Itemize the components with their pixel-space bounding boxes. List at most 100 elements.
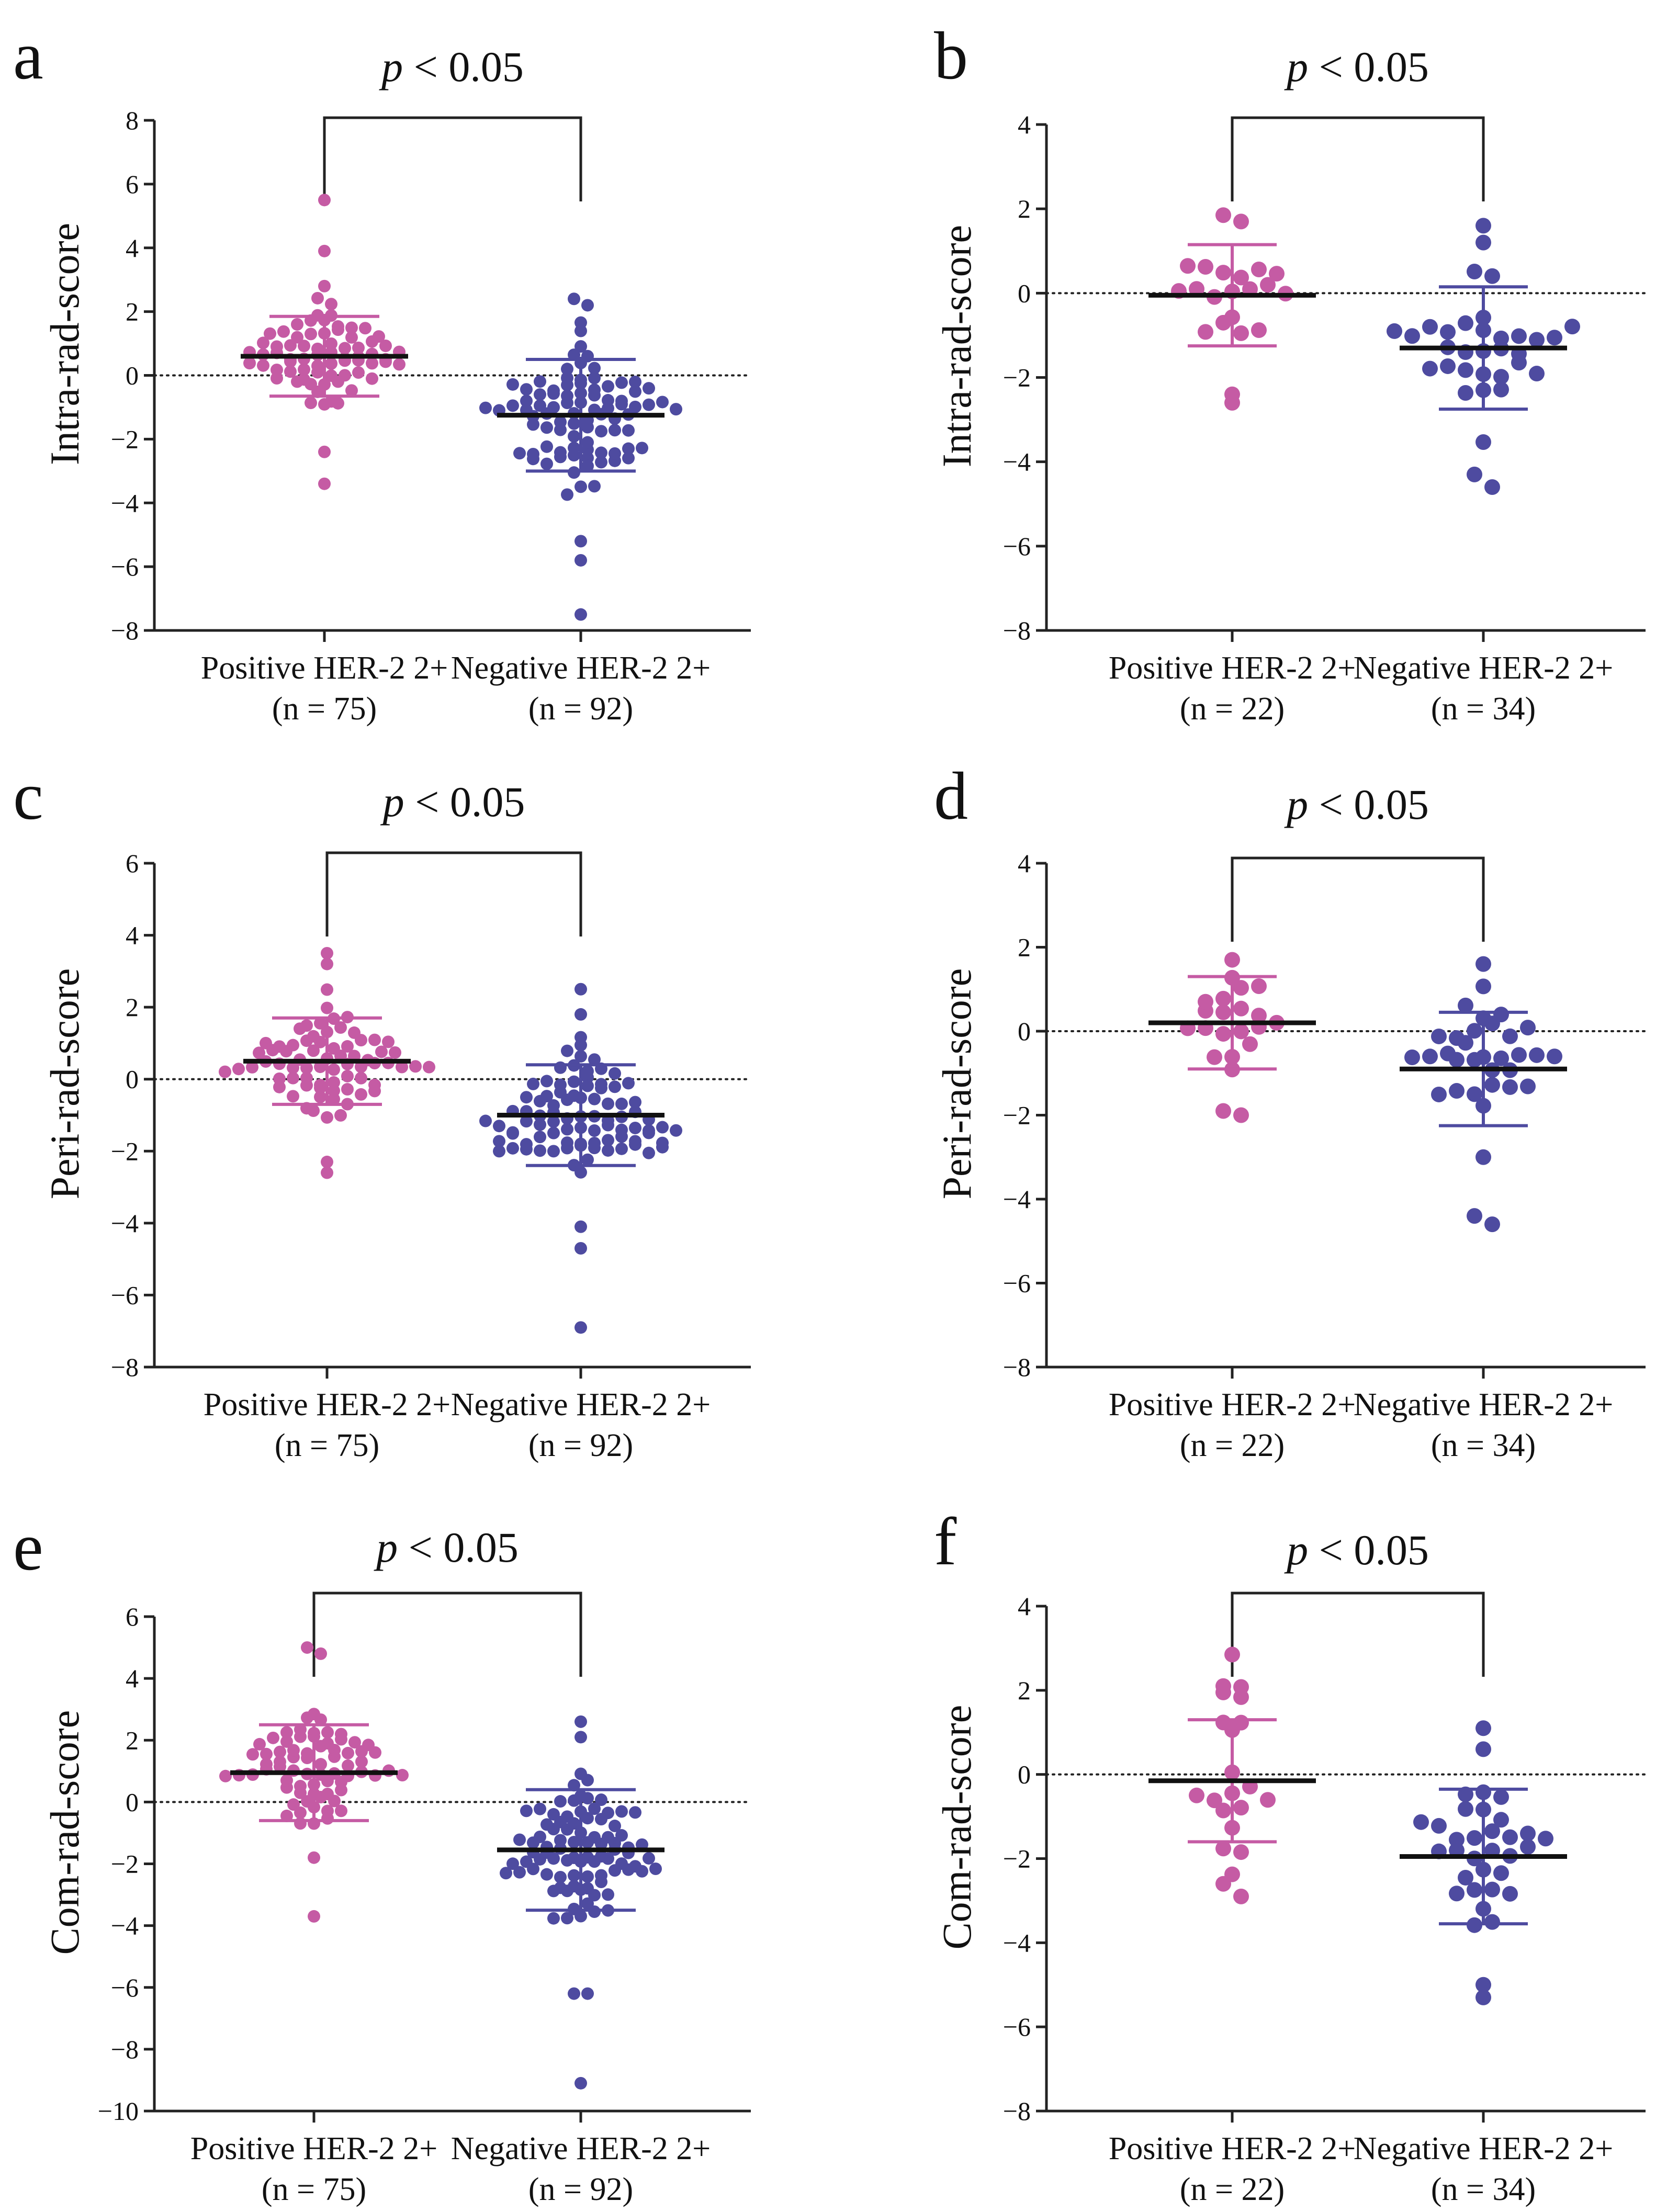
data-point	[588, 371, 601, 385]
data-point	[575, 1008, 587, 1021]
x-category-label: Negative HER-2 2+	[1354, 2131, 1613, 2166]
data-point	[629, 385, 641, 398]
data-point	[615, 1857, 628, 1870]
data-point	[513, 1833, 526, 1846]
data-point	[643, 398, 655, 411]
data-point	[328, 1092, 340, 1105]
data-point	[547, 1823, 560, 1836]
x-category-n-label: (n = 22)	[1180, 691, 1285, 727]
data-point	[274, 1755, 286, 1768]
data-point	[1475, 218, 1491, 234]
p-value-symbol: p	[380, 778, 404, 826]
data-point	[280, 1774, 293, 1787]
data-point	[540, 457, 553, 470]
data-point	[273, 1040, 286, 1053]
y-tick-label: −8	[111, 616, 139, 645]
data-point	[341, 1069, 354, 1082]
data-point	[1233, 213, 1249, 230]
data-point	[1529, 1047, 1545, 1063]
data-point	[520, 383, 533, 396]
data-point	[520, 1091, 533, 1104]
data-point	[1547, 1048, 1562, 1065]
data-point	[636, 442, 648, 455]
y-tick-label: 4	[1018, 1592, 1031, 1621]
data-point	[274, 1745, 286, 1758]
data-point	[609, 1820, 621, 1833]
data-point	[1467, 1208, 1482, 1224]
data-point	[493, 1135, 505, 1148]
data-point	[479, 401, 492, 414]
data-point	[396, 1769, 409, 1782]
p-value-symbol: p	[1284, 781, 1308, 828]
data-point	[1475, 1149, 1491, 1165]
data-point	[595, 446, 607, 459]
panel-letter: b	[934, 18, 968, 94]
data-point	[321, 1001, 333, 1014]
data-point	[575, 554, 587, 567]
data-point	[561, 1093, 573, 1107]
p-value-symbol: p	[379, 43, 403, 91]
y-axis-title: Intra-rad-score	[42, 223, 87, 465]
data-point	[1467, 1086, 1482, 1102]
data-point	[615, 1829, 628, 1842]
data-point	[1529, 332, 1545, 348]
data-point	[1547, 330, 1562, 346]
data-point	[547, 1126, 560, 1139]
data-point	[1475, 234, 1491, 251]
y-tick-label: −4	[1003, 1184, 1031, 1214]
x-category-label: Negative HER-2 2+	[451, 2131, 711, 2166]
data-point	[540, 1075, 553, 1088]
data-point	[1260, 277, 1276, 293]
data-point	[629, 376, 641, 389]
data-point	[280, 1726, 293, 1739]
data-point	[1475, 434, 1491, 450]
data-point	[362, 1739, 375, 1752]
data-point	[308, 1910, 320, 1923]
data-point	[520, 1138, 533, 1151]
data-point	[588, 362, 601, 375]
data-point	[602, 380, 614, 393]
data-point	[568, 292, 580, 306]
x-category-label: Positive HER-2 2+	[201, 650, 448, 686]
data-point	[300, 1019, 313, 1032]
panel-letter: a	[13, 18, 43, 94]
y-tick-label: −2	[1003, 363, 1031, 392]
data-point	[554, 1795, 567, 1808]
p-value-annotation: p < 0.05	[379, 43, 524, 91]
data-point	[1413, 1814, 1429, 1830]
data-point	[379, 340, 392, 353]
data-point	[1189, 1787, 1204, 1803]
data-point	[534, 1094, 546, 1108]
data-point	[575, 316, 587, 329]
data-point	[568, 1075, 580, 1088]
x-category-n-label: (n = 92)	[528, 2172, 633, 2207]
data-point	[294, 1723, 307, 1736]
data-point	[534, 1144, 546, 1157]
data-point	[1467, 466, 1482, 482]
data-point	[287, 1744, 300, 1757]
data-point	[643, 1852, 655, 1865]
data-point	[547, 1145, 560, 1158]
y-tick-label: −2	[1003, 1844, 1031, 1874]
data-point	[520, 394, 533, 408]
data-point	[348, 1736, 361, 1749]
data-point	[373, 330, 385, 343]
data-point	[615, 1805, 628, 1818]
y-tick-label: 8	[126, 106, 139, 135]
p-value-threshold: < 0.05	[1308, 781, 1429, 828]
significance-bracket	[1231, 856, 1485, 942]
data-point	[332, 320, 344, 333]
y-tick-label: −2	[111, 424, 139, 454]
p-value-threshold: < 0.05	[403, 43, 524, 91]
y-tick-label: 2	[126, 1725, 139, 1755]
data-point	[656, 1136, 669, 1149]
data-point	[575, 1220, 587, 1233]
p-value-symbol: p	[1284, 1526, 1308, 1574]
data-point	[1224, 1646, 1240, 1663]
data-point	[1233, 1800, 1249, 1816]
data-point	[280, 1735, 293, 1748]
panel-letter: d	[934, 759, 968, 834]
data-point	[547, 1099, 560, 1112]
data-point	[575, 608, 587, 621]
x-category-label: Positive HER-2 2+	[1109, 2131, 1356, 2166]
